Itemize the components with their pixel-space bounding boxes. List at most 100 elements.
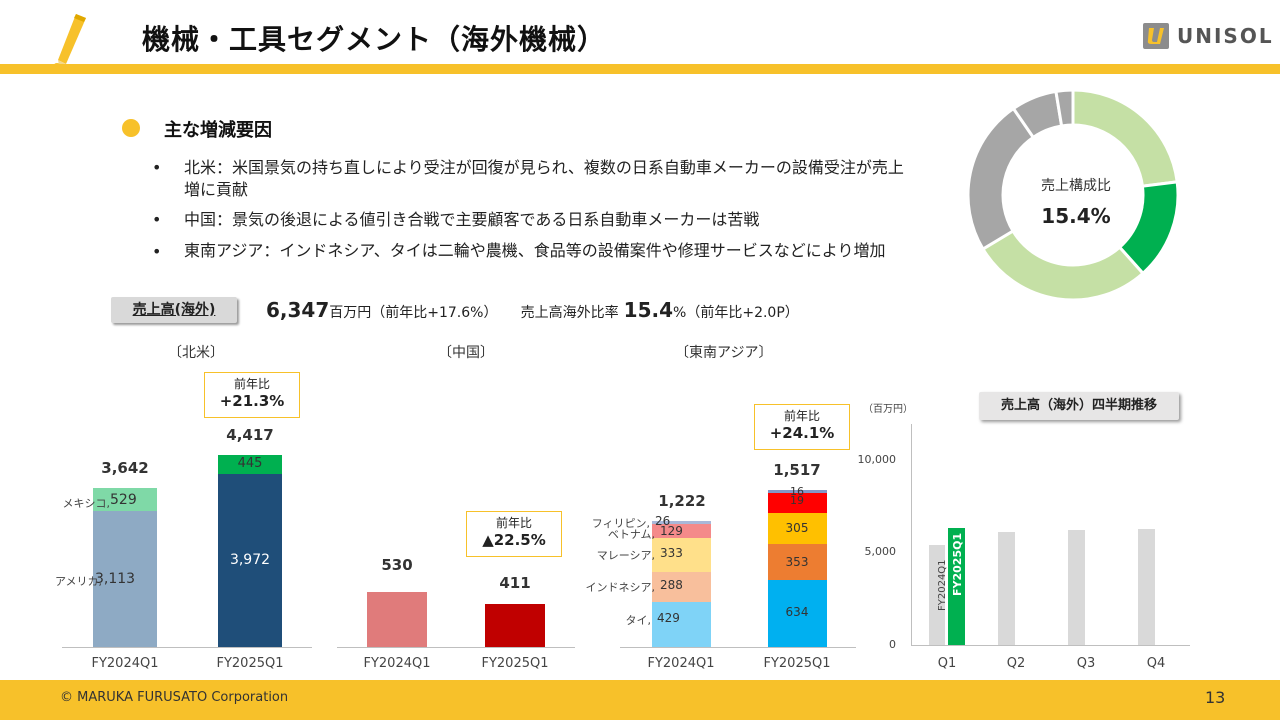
bar-fy24-america xyxy=(93,511,157,647)
donut-value: 15.4% xyxy=(1041,204,1111,228)
yoy-value: +24.1% xyxy=(769,424,835,442)
total-label-fy25: 411 xyxy=(499,574,531,592)
pencil-icon xyxy=(48,12,92,72)
list-item: 北米：米国景気の持ち直しにより受注が回復が見られ、複数の日系自動車メーカーの設備… xyxy=(184,158,904,199)
y-tick-5000: 5,000 xyxy=(864,545,897,558)
donut-slice-5 xyxy=(1054,88,1075,128)
qbar-q1-fy25 xyxy=(948,528,965,645)
x-label-fy25: FY2025Q1 xyxy=(763,656,831,671)
legend-vietnam: ベトナム, xyxy=(607,528,655,541)
x-label-q4: Q4 xyxy=(1146,656,1166,671)
donut-slice-2 xyxy=(980,228,1146,302)
seg-label-fy24-indonesia: 288 xyxy=(660,578,683,592)
y-tick-0: 0 xyxy=(889,638,896,651)
unit-label: （百万円） xyxy=(863,404,913,415)
page-title: 機械・工具セグメント（海外機械） xyxy=(142,23,607,56)
qbar-q4-fy24 xyxy=(1138,529,1155,645)
x-axis-china xyxy=(337,647,575,648)
donut-label: 売上構成比 xyxy=(1041,178,1111,194)
region-title-southeast-asia: 〔東南アジア〕 xyxy=(675,345,773,361)
seg-label-fy24-malaysia: 333 xyxy=(660,546,683,560)
seg-label-fy24-philippines: 26 xyxy=(655,514,671,528)
seg-label-fy24-mexico: 529 xyxy=(110,492,137,508)
series-label-fy25: FY2025Q1 xyxy=(951,532,964,596)
bar-fy24-mexico xyxy=(93,488,157,511)
yoy-value: +21.3% xyxy=(219,392,285,410)
region-title-north-america: 〔北米〕 xyxy=(168,345,224,361)
yoy-label: 前年比 xyxy=(783,409,820,423)
donut-slice-0 xyxy=(1071,88,1179,188)
unisol-logo-icon xyxy=(1143,23,1169,49)
yoy-value: ▲22.5% xyxy=(482,531,546,549)
legend-mexico: メキシコ, xyxy=(62,497,111,510)
x-axis-southeast-asia xyxy=(620,647,856,648)
region-title-china: 〔中国〕 xyxy=(438,345,494,361)
copyright: © MARUKA FURUSATO Corporation xyxy=(60,690,289,705)
legend-indonesia: インドネシア, xyxy=(585,581,656,594)
yoy-box-southeast-asia: 前年比 +24.1% xyxy=(754,404,850,450)
total-label-fy25: 4,417 xyxy=(226,426,274,444)
bar-fy24-malaysia xyxy=(652,538,711,572)
bar-fy25-mexico xyxy=(218,455,282,474)
seg-label-fy25-philippines: 16 xyxy=(790,485,804,498)
x-label-q3: Q3 xyxy=(1076,656,1096,671)
seg-label-fy24-america: 3,113 xyxy=(95,571,136,587)
composition-donut xyxy=(966,88,1180,302)
bar-fy24-vietnam xyxy=(652,524,711,538)
x-label-fy24: FY2024Q1 xyxy=(363,656,431,671)
bar-fy25-vietnam xyxy=(768,493,827,513)
page-number: 13 xyxy=(1205,688,1226,707)
seg-label-fy24-vietnam: 129 xyxy=(660,524,683,538)
legend-philippines: フィリピン, xyxy=(591,517,650,530)
logo-text: UNISOL xyxy=(1177,24,1274,48)
bar-fy24-thai xyxy=(652,602,711,647)
bar-fy24-china xyxy=(367,592,427,647)
legend-malaysia: マレーシア, xyxy=(596,549,655,562)
x-label-fy25: FY2025Q1 xyxy=(481,656,549,671)
series-label-fy24: FY2024Q1 xyxy=(937,559,948,611)
sales-label-box: 売上高(海外) xyxy=(111,297,237,323)
x-label-fy24: FY2024Q1 xyxy=(91,656,159,671)
bar-fy25-america xyxy=(218,474,282,647)
heading-bullet-icon xyxy=(122,119,140,137)
seg-label-fy25-america: 3,972 xyxy=(229,552,271,568)
quarterly-title-box: 売上高（海外）四半期推移 xyxy=(979,392,1179,420)
y-tick-10000: 10,000 xyxy=(857,453,897,466)
x-label-fy24: FY2024Q1 xyxy=(647,656,715,671)
x-label-q2: Q2 xyxy=(1006,656,1026,671)
yoy-label: 前年比 xyxy=(495,516,532,530)
seg-label-fy25-vietnam: 19 xyxy=(790,494,804,507)
quarterly-x-axis xyxy=(911,645,1190,646)
ratio-value: 15.4 xyxy=(623,298,674,322)
section-heading: 主な増減要因 xyxy=(164,120,272,141)
list-item: 東南アジア：インドネシア、タイは二輪や農機、食品等の設備案件や修理サービスなどに… xyxy=(184,241,886,260)
bar-fy24-philippines xyxy=(652,521,711,524)
legend-america: アメリカ, xyxy=(55,575,102,588)
total-label-fy25: 1,517 xyxy=(773,461,821,479)
legend-thai: タイ, xyxy=(625,614,652,627)
x-label-fy25: FY2025Q1 xyxy=(216,656,284,671)
qbar-q3-fy24 xyxy=(1068,530,1085,645)
seg-label-fy25-malaysia: 305 xyxy=(785,521,809,535)
bar-fy25-thai xyxy=(768,580,827,647)
sales-amount: 6,347 xyxy=(266,298,330,322)
bar-fy25-china xyxy=(485,604,545,647)
qbar-q1-fy24 xyxy=(929,545,945,645)
bullet-icon: • xyxy=(152,242,162,261)
ratio-label: 売上高海外比率 xyxy=(520,305,619,321)
sales-unit-yoy: 百万円（前年比+17.6%） xyxy=(329,305,498,321)
seg-label-fy25-mexico: 445 xyxy=(237,456,263,471)
footer-bar xyxy=(0,680,1280,720)
seg-label-fy24-thai: 429 xyxy=(657,611,680,625)
qbar-q2-fy24 xyxy=(998,532,1015,645)
bullet-icon: • xyxy=(152,210,162,229)
yoy-box-north-america: 前年比 +21.3% xyxy=(204,372,300,418)
list-item: 中国：景気の後退による値引き合戦で主要顧客である日系自動車メーカーは苦戦 xyxy=(184,210,760,229)
header-bar xyxy=(0,64,1280,74)
x-axis-north-america xyxy=(62,647,312,648)
x-label-q1: Q1 xyxy=(937,656,957,671)
bar-fy25-indonesia xyxy=(768,544,827,580)
yoy-box-china: 前年比 ▲22.5% xyxy=(466,511,562,557)
ratio-suffix: %（前年比+2.0P） xyxy=(673,305,799,321)
seg-label-fy25-indonesia: 353 xyxy=(785,555,809,569)
